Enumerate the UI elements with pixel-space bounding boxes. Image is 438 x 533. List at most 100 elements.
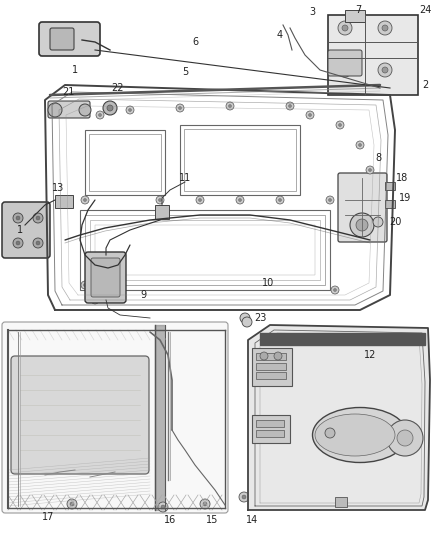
Circle shape (373, 217, 383, 227)
Circle shape (84, 284, 86, 287)
Text: 22: 22 (112, 83, 124, 93)
Circle shape (179, 107, 181, 109)
Circle shape (156, 196, 164, 204)
Circle shape (366, 166, 374, 174)
FancyBboxPatch shape (11, 356, 149, 474)
Circle shape (159, 198, 162, 201)
Text: 1: 1 (17, 225, 23, 235)
Bar (184, 129, 296, 191)
Circle shape (33, 213, 43, 223)
Circle shape (13, 213, 23, 223)
Polygon shape (260, 333, 425, 345)
Bar (252, 415, 290, 443)
Bar (252, 348, 292, 386)
Circle shape (308, 114, 311, 117)
Bar (155, 205, 169, 219)
Circle shape (333, 288, 336, 292)
Bar (385, 200, 395, 208)
Circle shape (93, 298, 96, 302)
Circle shape (128, 109, 131, 111)
Circle shape (48, 103, 62, 117)
Circle shape (342, 67, 348, 73)
Circle shape (342, 25, 348, 31)
Bar (256, 363, 286, 370)
Bar (55, 195, 73, 208)
FancyBboxPatch shape (48, 101, 90, 118)
Text: 13: 13 (52, 183, 64, 193)
Circle shape (176, 104, 184, 112)
Circle shape (33, 238, 43, 248)
Circle shape (331, 286, 339, 294)
Circle shape (356, 219, 368, 231)
FancyBboxPatch shape (85, 252, 126, 303)
FancyBboxPatch shape (50, 28, 74, 50)
Circle shape (274, 352, 282, 360)
Text: 5: 5 (182, 67, 188, 77)
Circle shape (16, 241, 20, 245)
Circle shape (107, 105, 113, 111)
Bar (328, 15, 418, 95)
Circle shape (239, 492, 249, 502)
Text: 15: 15 (206, 515, 218, 525)
Circle shape (240, 313, 250, 323)
Bar (80, 210, 330, 290)
Circle shape (91, 296, 99, 304)
Ellipse shape (312, 408, 407, 463)
Circle shape (203, 502, 207, 506)
Circle shape (382, 67, 388, 73)
Text: 11: 11 (179, 173, 191, 183)
Polygon shape (155, 325, 165, 510)
Text: 24: 24 (419, 5, 431, 15)
Circle shape (338, 21, 352, 35)
Circle shape (70, 502, 74, 506)
Circle shape (306, 111, 314, 119)
Circle shape (67, 499, 77, 509)
Circle shape (368, 168, 371, 172)
Circle shape (276, 196, 284, 204)
Circle shape (84, 198, 86, 201)
Circle shape (36, 216, 40, 220)
Circle shape (236, 196, 244, 204)
Text: 20: 20 (389, 217, 401, 227)
Circle shape (81, 196, 89, 204)
Bar (95, 225, 315, 275)
Text: 14: 14 (246, 515, 258, 525)
Bar (85, 130, 165, 195)
Bar (85, 215, 325, 285)
Circle shape (382, 25, 388, 31)
Text: 7: 7 (355, 5, 361, 15)
Circle shape (103, 101, 117, 115)
Bar (256, 372, 286, 379)
Text: 21: 21 (62, 87, 74, 97)
Circle shape (239, 198, 241, 201)
Circle shape (378, 21, 392, 35)
Circle shape (13, 238, 23, 248)
Circle shape (358, 143, 361, 147)
Circle shape (356, 141, 364, 149)
Circle shape (36, 241, 40, 245)
Circle shape (350, 213, 374, 237)
Bar (256, 430, 284, 437)
Text: 9: 9 (140, 290, 146, 300)
Bar (90, 220, 320, 280)
FancyBboxPatch shape (2, 202, 50, 258)
Circle shape (81, 281, 89, 289)
Circle shape (79, 104, 91, 116)
Text: 8: 8 (375, 153, 381, 163)
Circle shape (339, 124, 342, 126)
Bar (256, 353, 286, 360)
Circle shape (226, 102, 234, 110)
Circle shape (200, 499, 210, 509)
Bar (335, 497, 347, 507)
Bar (256, 420, 284, 427)
Bar (345, 10, 365, 22)
Circle shape (387, 420, 423, 456)
Text: 6: 6 (192, 37, 198, 47)
Text: 1: 1 (72, 65, 78, 75)
Circle shape (397, 430, 413, 446)
Circle shape (198, 198, 201, 201)
Circle shape (16, 216, 20, 220)
Circle shape (279, 198, 282, 201)
Text: 10: 10 (262, 278, 274, 288)
Bar (89, 134, 161, 191)
